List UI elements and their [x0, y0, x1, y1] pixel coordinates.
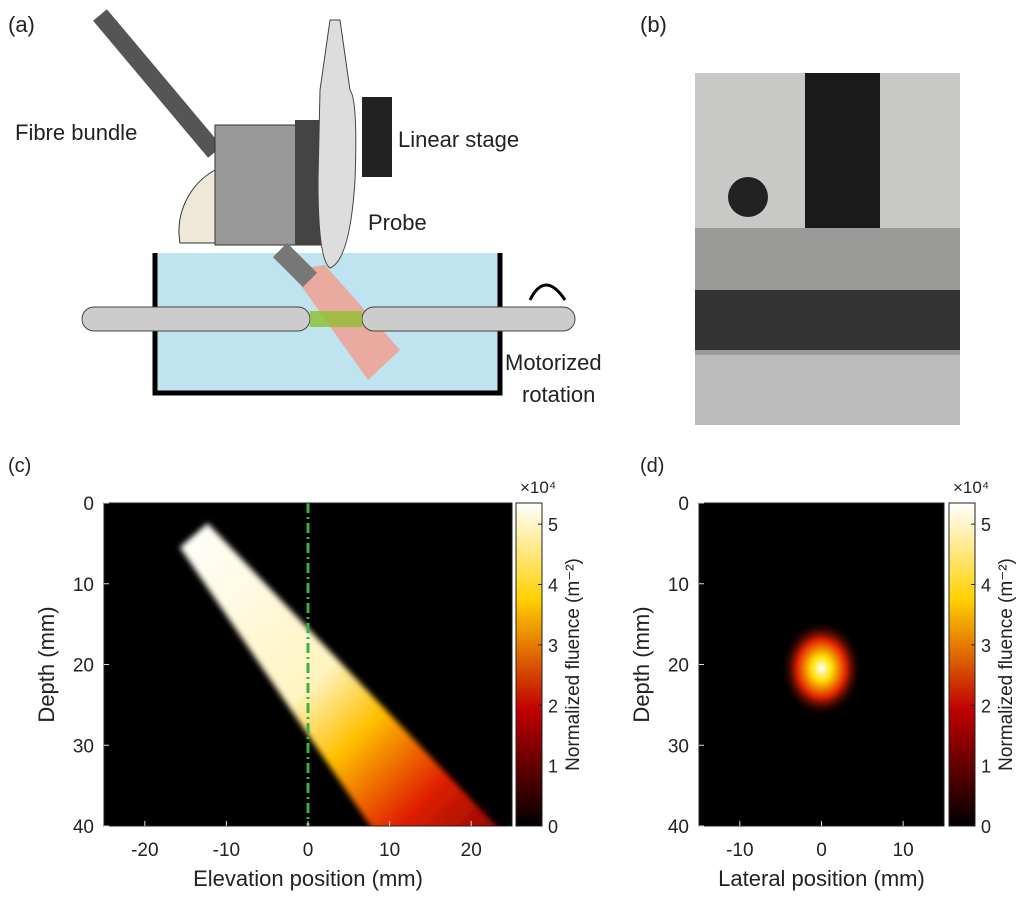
y-tick-label: 30 — [668, 736, 689, 757]
colorbar-tick-label: 1 — [981, 757, 991, 777]
label: Linear stage — [398, 127, 519, 152]
x-tick-label: 20 — [461, 840, 482, 861]
colorbar-label: Normalized fluence (m⁻²) — [563, 558, 584, 771]
colorbar-tick-label: 5 — [981, 515, 991, 535]
colorbar-tick-label: 2 — [981, 696, 991, 716]
colorbar-tick-label: 4 — [981, 576, 991, 596]
panel-label: (c) — [8, 455, 31, 477]
y-tick-label: 30 — [73, 736, 94, 757]
rotation-arrow — [530, 285, 565, 300]
photo-stage — [695, 290, 960, 350]
panel-b: (b) — [640, 12, 960, 425]
x-tick-label: 0 — [303, 840, 314, 861]
y-tick-label: 40 — [73, 817, 94, 838]
photo-knob — [728, 177, 768, 217]
y-tick-label: 10 — [73, 575, 94, 596]
x-axis-label: Elevation position (mm) — [193, 866, 423, 891]
colorbar-tick-label: 3 — [548, 636, 558, 656]
x-tick-label: -10 — [213, 840, 240, 861]
panel-a: (a) Fibre bundle Linear stage Probe Moto… — [8, 12, 602, 407]
label: Probe — [368, 210, 427, 235]
colorbar-tick-label: 5 — [548, 515, 558, 535]
rod — [82, 307, 310, 331]
probe — [318, 20, 356, 268]
fluence-spot — [781, 620, 863, 717]
label: Motorized — [505, 350, 602, 375]
label: rotation — [522, 382, 595, 407]
rod — [362, 307, 575, 331]
x-tick-label: 10 — [893, 840, 914, 861]
colorbar — [516, 503, 542, 826]
panel-label: (a) — [8, 12, 35, 37]
y-tick-label: 40 — [668, 817, 689, 838]
y-tick-label: 20 — [668, 656, 689, 677]
colorbar-tick-label: 2 — [548, 696, 558, 716]
colorbar-scale: ×10⁴ — [953, 478, 989, 497]
y-tick-label: 10 — [668, 575, 689, 596]
colorbar-scale: ×10⁴ — [520, 478, 556, 497]
x-tick-label: 10 — [379, 840, 400, 861]
colorbar-label: Normalized fluence (m⁻²) — [996, 558, 1016, 771]
colorbar-tick-label: 3 — [981, 636, 991, 656]
photo-strap — [805, 73, 880, 228]
heatmap-image — [781, 620, 863, 717]
y-axis-label: Depth (mm) — [629, 606, 654, 722]
colorbar — [949, 503, 975, 826]
x-tick-label: -10 — [726, 840, 753, 861]
x-axis-label: Lateral position (mm) — [718, 866, 925, 891]
y-tick-label: 0 — [83, 494, 94, 515]
colorbar-tick-label: 1 — [548, 757, 558, 777]
stage — [362, 97, 392, 177]
photo-base — [695, 355, 960, 425]
label: Fibre bundle — [15, 120, 137, 145]
x-tick-label: -20 — [131, 840, 158, 861]
figure: (a) Fibre bundle Linear stage Probe Moto… — [0, 0, 1016, 894]
y-tick-label: 0 — [678, 494, 689, 515]
y-tick-label: 20 — [73, 656, 94, 677]
sample — [310, 311, 362, 327]
panel-label: (b) — [640, 12, 667, 37]
colorbar-tick-label: 4 — [548, 576, 558, 596]
colorbar-tick-label: 0 — [981, 817, 991, 837]
x-tick-label: 0 — [816, 840, 827, 861]
y-axis-label: Depth (mm) — [34, 606, 59, 722]
colorbar-tick-label: 0 — [548, 817, 558, 837]
panel-label: (d) — [640, 455, 664, 477]
